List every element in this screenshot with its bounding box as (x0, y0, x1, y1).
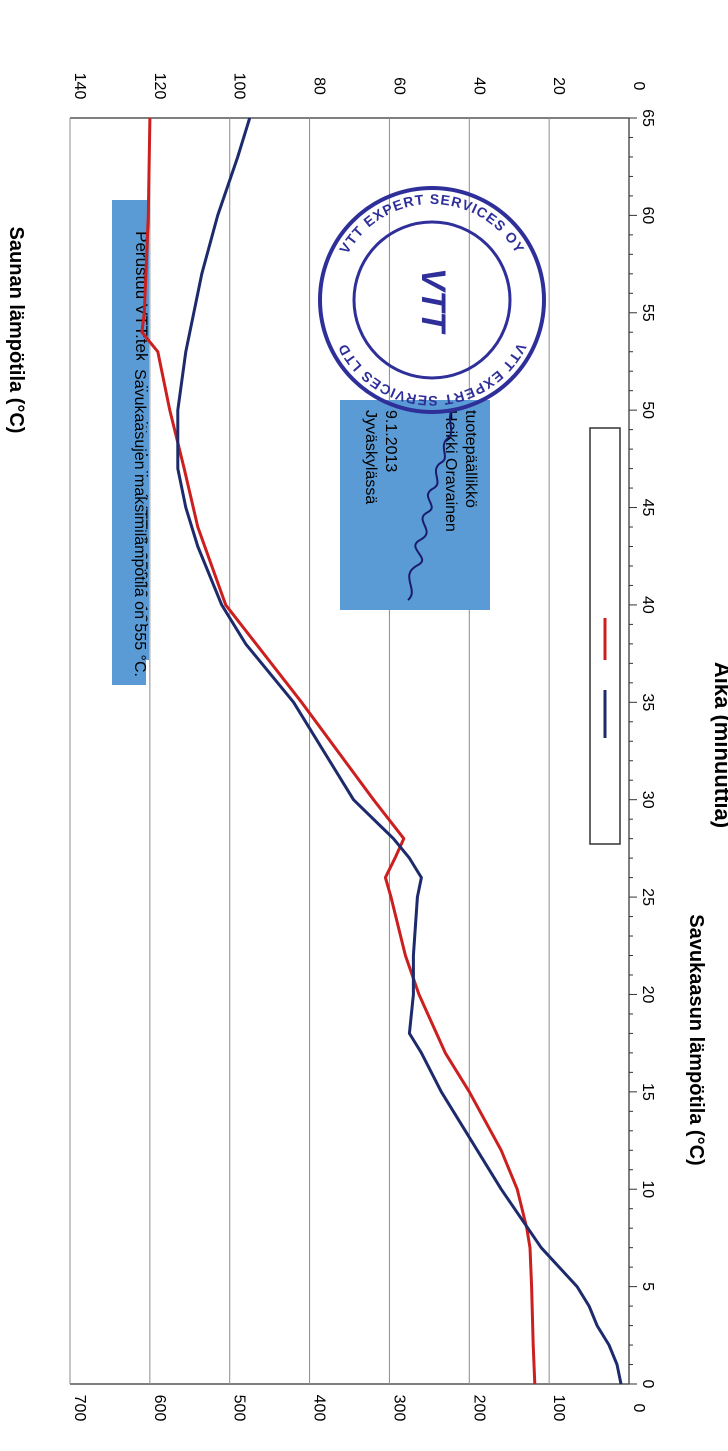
grid-layer (69, 117, 630, 1385)
x-tick-label: 40 (639, 596, 656, 614)
x-tick-label: 20 (639, 986, 656, 1004)
stamp-upper-text: VTT EXPERT SERVICES OY (336, 191, 528, 256)
x-tick-label: 5 (639, 1282, 656, 1291)
signer-title: tuotepäällikkö (462, 410, 479, 508)
x-tick-label: 30 (639, 791, 656, 809)
signature-box (340, 400, 490, 610)
max-temp-note-box (112, 360, 146, 685)
stamp-lower-text: VTT EXPERT SERVICES LTD (334, 341, 530, 409)
right-y-tick-label: 0 (630, 82, 647, 91)
x-tick-label: 55 (639, 304, 656, 322)
x-tick-label: 0 (639, 1380, 656, 1389)
signature-date: 9.1.2013 (382, 410, 399, 472)
left-y-tick-label: 700 (71, 1395, 88, 1422)
left-y-tick-label: 600 (151, 1395, 168, 1422)
left-y-axis-title: Savukaasun lämpötila (°C) (685, 914, 707, 1165)
x-tick-label: 35 (639, 693, 656, 711)
x-tick-label: 15 (639, 1083, 656, 1101)
right-y-tick-label: 140 (71, 73, 88, 100)
right-y-axis-title: Saunan lämpötila (°C) (5, 227, 27, 434)
handwritten-signature (407, 409, 453, 601)
right-y-tick-label: 80 (311, 77, 328, 95)
max-temp-note: Savukaasujen maksimilämpötila on 555 °C. (131, 369, 148, 677)
stamp-inner-ring (352, 220, 512, 380)
flue-gas-temperature-line (140, 117, 537, 1385)
x-tick-label: 65 (639, 109, 656, 127)
x-tick-label: 25 (639, 888, 656, 906)
ticks-layer: 0100200300400500600700020406080100120140… (71, 73, 656, 1422)
signature-place: Jyväskylässä (362, 410, 379, 504)
left-y-tick-label: 100 (550, 1395, 567, 1422)
vtt-stamp: VTT EXPERT SERVICES OY VTT EXPERT SERVIC… (318, 186, 546, 414)
left-y-tick-label: 0 (630, 1404, 647, 1413)
left-y-tick-label: 300 (390, 1395, 407, 1422)
right-y-tick-label: 60 (390, 77, 407, 95)
right-y-tick-label: 40 (470, 77, 487, 95)
stamp-logo: VTT (414, 268, 452, 335)
x-tick-label: 60 (639, 206, 656, 224)
right-y-tick-label: 120 (151, 73, 168, 100)
series-layer (140, 117, 623, 1385)
right-y-tick-label: 100 (231, 73, 248, 100)
left-y-tick-label: 200 (470, 1395, 487, 1422)
x-tick-label: 50 (639, 401, 656, 419)
x-tick-label: 10 (639, 1180, 656, 1198)
x-axis-title: Aika (minuuttia) (710, 662, 728, 828)
sauna-temperature-line (176, 117, 623, 1385)
left-y-tick-label: 400 (311, 1395, 328, 1422)
stamp-outer-ring (318, 186, 546, 414)
x-tick-label: 45 (639, 499, 656, 517)
left-y-tick-label: 500 (231, 1395, 248, 1422)
right-y-tick-label: 20 (550, 77, 567, 95)
